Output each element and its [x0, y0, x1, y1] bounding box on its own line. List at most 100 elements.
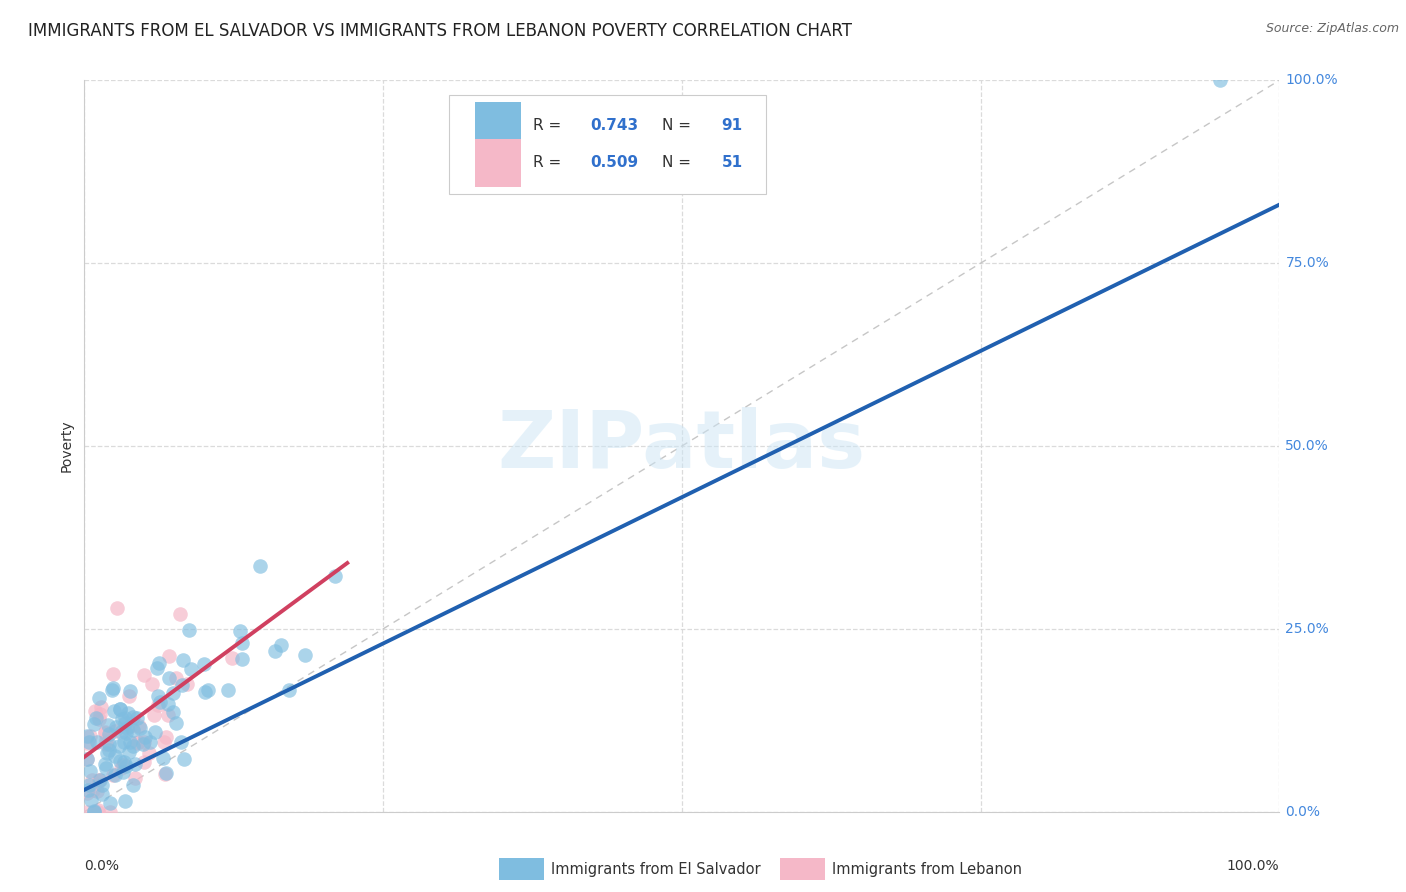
Point — [80, 773, 103, 788]
Text: Source: ZipAtlas.com: Source: ZipAtlas.com — [1265, 22, 1399, 36]
Point — [110, 702, 132, 716]
Point — [197, 682, 219, 697]
Point — [229, 624, 252, 638]
Point — [89, 691, 111, 706]
Text: 100.0%: 100.0% — [1227, 859, 1279, 873]
Point — [172, 677, 194, 691]
Point — [277, 683, 299, 698]
Point — [98, 805, 121, 819]
Point — [165, 715, 187, 730]
Point — [112, 765, 135, 780]
Point — [94, 756, 117, 771]
Point — [89, 772, 111, 787]
Point — [103, 704, 125, 718]
Point — [96, 746, 118, 760]
Point — [122, 723, 145, 738]
Point — [83, 716, 105, 731]
Point — [157, 671, 180, 685]
Point — [155, 730, 177, 744]
Point — [148, 689, 170, 703]
Point — [101, 682, 124, 697]
Point — [165, 671, 187, 685]
Point — [93, 725, 115, 739]
Text: 0.0%: 0.0% — [84, 859, 120, 873]
Point — [156, 698, 179, 712]
Text: 51: 51 — [721, 155, 742, 170]
Point — [98, 796, 121, 810]
Point — [104, 768, 127, 782]
Point — [111, 757, 134, 772]
Point — [118, 718, 141, 732]
Point — [122, 778, 145, 792]
Point — [76, 752, 98, 766]
Point — [180, 662, 202, 676]
FancyBboxPatch shape — [475, 102, 520, 150]
Point — [79, 764, 101, 778]
Point — [98, 737, 121, 751]
Point — [101, 768, 124, 782]
Point — [83, 704, 105, 718]
Text: 0.0%: 0.0% — [1285, 805, 1320, 819]
Point — [117, 689, 139, 703]
Point — [86, 735, 108, 749]
Text: 0.743: 0.743 — [591, 119, 638, 133]
Point — [221, 651, 243, 665]
Point — [1208, 73, 1230, 87]
Text: 100.0%: 100.0% — [1285, 73, 1339, 87]
Point — [83, 805, 105, 819]
Point — [114, 715, 136, 730]
Point — [122, 739, 145, 753]
Point — [176, 677, 198, 691]
Point — [87, 772, 110, 787]
Point — [114, 710, 136, 724]
Point — [97, 718, 120, 732]
Point — [323, 569, 346, 583]
Point — [108, 739, 131, 753]
Point — [87, 804, 110, 818]
Point — [104, 723, 127, 738]
Point — [90, 700, 112, 714]
Text: IMMIGRANTS FROM EL SALVADOR VS IMMIGRANTS FROM LEBANON POVERTY CORRELATION CHART: IMMIGRANTS FROM EL SALVADOR VS IMMIGRANT… — [28, 22, 852, 40]
Point — [115, 721, 138, 735]
Point — [149, 695, 172, 709]
Point — [132, 668, 155, 682]
Point — [77, 734, 100, 748]
Point — [112, 758, 135, 772]
Point — [231, 636, 253, 650]
Point — [148, 656, 170, 670]
Text: N =: N = — [662, 119, 696, 133]
Point — [124, 756, 146, 771]
Point — [128, 719, 150, 733]
Point — [83, 804, 105, 818]
Point — [112, 735, 135, 749]
Point — [82, 783, 104, 797]
Point — [115, 759, 138, 773]
Text: ZIPatlas: ZIPatlas — [498, 407, 866, 485]
Point — [141, 677, 163, 691]
Point — [96, 737, 118, 751]
Text: 91: 91 — [721, 119, 742, 133]
Point — [294, 648, 316, 662]
Point — [97, 727, 120, 741]
Point — [120, 735, 142, 749]
Text: R =: R = — [533, 155, 565, 170]
Point — [129, 721, 152, 735]
Point — [172, 653, 194, 667]
Point — [156, 707, 179, 722]
Point — [86, 805, 108, 819]
Point — [111, 712, 134, 726]
Point — [90, 779, 112, 793]
Point — [153, 767, 176, 781]
Point — [155, 766, 177, 780]
Y-axis label: Poverty: Poverty — [60, 420, 75, 472]
Point — [77, 778, 100, 792]
Point — [97, 743, 120, 757]
Point — [118, 745, 141, 759]
Point — [79, 730, 101, 744]
Point — [169, 607, 191, 622]
Point — [157, 648, 180, 663]
Point — [132, 755, 155, 769]
Point — [122, 710, 145, 724]
Point — [91, 787, 114, 801]
Point — [76, 752, 98, 766]
